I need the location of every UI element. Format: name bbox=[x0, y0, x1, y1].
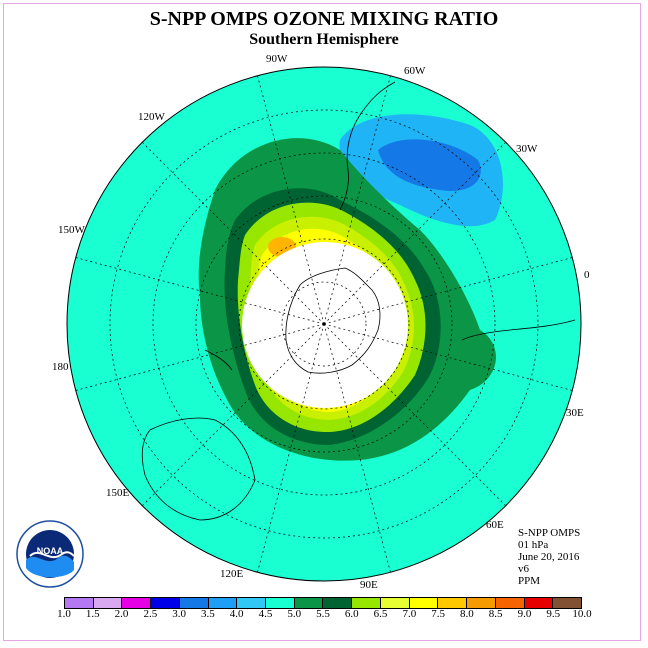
lon-label-30e: 30E bbox=[566, 407, 584, 419]
low-ozone-region-inner bbox=[378, 139, 481, 191]
antarctica-coast bbox=[285, 267, 381, 374]
legend-swatch bbox=[122, 598, 152, 608]
legend-tick-label: 9.5 bbox=[546, 608, 561, 620]
south-america-coast bbox=[339, 81, 396, 211]
color-legend-ticks: 1.0 1.5 2.0 2.5 3.0 3.5 4.0 4.5 5.0 5.5 6.0 6.5 7.0 7… bbox=[0, 608, 648, 622]
legend-tick-label: 3.0 bbox=[172, 608, 186, 620]
noaa-logo-text: NOAA bbox=[37, 546, 64, 556]
info-pressure-level: 01 hPa bbox=[518, 539, 549, 551]
info-instrument: S-NPP OMPS bbox=[518, 527, 581, 539]
legend-swatch bbox=[438, 598, 468, 608]
legend-swatch bbox=[380, 598, 410, 608]
legend-tick-label: 5.5 bbox=[316, 608, 330, 620]
globe-outline bbox=[66, 66, 582, 582]
legend-tick-label: 1.5 bbox=[85, 608, 100, 620]
info-block: S-NPP OMPS 01 hPa June 20, 2016 v6 PPM bbox=[518, 527, 580, 587]
legend-swatch bbox=[208, 598, 238, 608]
info-date: June 20, 2016 bbox=[518, 551, 580, 563]
legend-tick-label: 4.0 bbox=[229, 608, 244, 620]
legend-tick-label: 7.0 bbox=[402, 608, 417, 620]
legend-swatch bbox=[237, 598, 267, 608]
legend-tick-label: 10.0 bbox=[572, 608, 592, 620]
longitude-labels: 90W 60W 120W 30W 150W 0 180 30E 150E 60E… bbox=[52, 53, 590, 591]
africa-coast bbox=[461, 319, 576, 341]
lon-label-180: 180 bbox=[52, 361, 69, 373]
lon-label-150e: 150E bbox=[106, 487, 130, 499]
legend-swatch bbox=[467, 598, 496, 608]
legend-tick-label: 7.5 bbox=[431, 608, 445, 620]
legend-swatch bbox=[409, 598, 439, 608]
legend-swatch bbox=[294, 598, 324, 608]
legend-swatch bbox=[495, 598, 525, 608]
figure-frame bbox=[3, 3, 641, 641]
legend-tick-label: 6.5 bbox=[373, 608, 388, 620]
legend-swatch bbox=[65, 598, 94, 608]
legend-tick-label: 2.0 bbox=[114, 608, 129, 620]
lon-label-120e: 120E bbox=[220, 568, 244, 580]
legend-tick-label: 8.5 bbox=[488, 608, 503, 620]
info-version: v6 bbox=[518, 563, 529, 575]
legend-swatch bbox=[524, 598, 554, 608]
color-legend-bar bbox=[64, 597, 582, 609]
legend-swatch bbox=[266, 598, 295, 608]
legend-tick-label: 6.0 bbox=[344, 608, 359, 620]
lon-label-120w: 120W bbox=[138, 111, 166, 123]
legend-swatch bbox=[352, 598, 381, 608]
legend-swatch bbox=[323, 598, 353, 608]
legend-tick-label: 3.5 bbox=[201, 608, 215, 620]
legend-tick-label: 1.0 bbox=[57, 608, 71, 620]
legend-swatch bbox=[151, 598, 180, 608]
map-subtitle: Southern Hemisphere bbox=[249, 31, 399, 48]
legend-tick-label: 8.0 bbox=[460, 608, 474, 620]
legend-tick-label: 2.5 bbox=[143, 608, 158, 620]
legend-tick-label: 5.0 bbox=[287, 608, 302, 620]
lon-label-60w: 60W bbox=[404, 65, 426, 77]
lon-label-60e: 60E bbox=[486, 519, 504, 531]
info-units: PPM bbox=[518, 575, 541, 587]
legend-swatch bbox=[179, 598, 209, 608]
legend-tick-label: 4.5 bbox=[258, 608, 273, 620]
australia-coast bbox=[141, 417, 256, 521]
legend-swatch bbox=[93, 598, 123, 608]
noaa-logo: NOAA bbox=[16, 520, 84, 588]
lon-label-90w: 90W bbox=[266, 53, 288, 65]
latitude-circles bbox=[109, 109, 539, 539]
legend-tick-label: 9.0 bbox=[517, 608, 532, 620]
legend-swatch bbox=[553, 598, 581, 608]
coastlines bbox=[141, 81, 576, 521]
lon-label-30w: 30W bbox=[516, 143, 538, 155]
lon-label-90e: 90E bbox=[360, 579, 378, 591]
new-zealand-coast bbox=[204, 349, 233, 371]
lon-label-150w: 150W bbox=[58, 224, 86, 236]
lon-label-0: 0 bbox=[584, 269, 590, 281]
map-title: S-NPP OMPS OZONE MIXING RATIO bbox=[149, 8, 499, 30]
